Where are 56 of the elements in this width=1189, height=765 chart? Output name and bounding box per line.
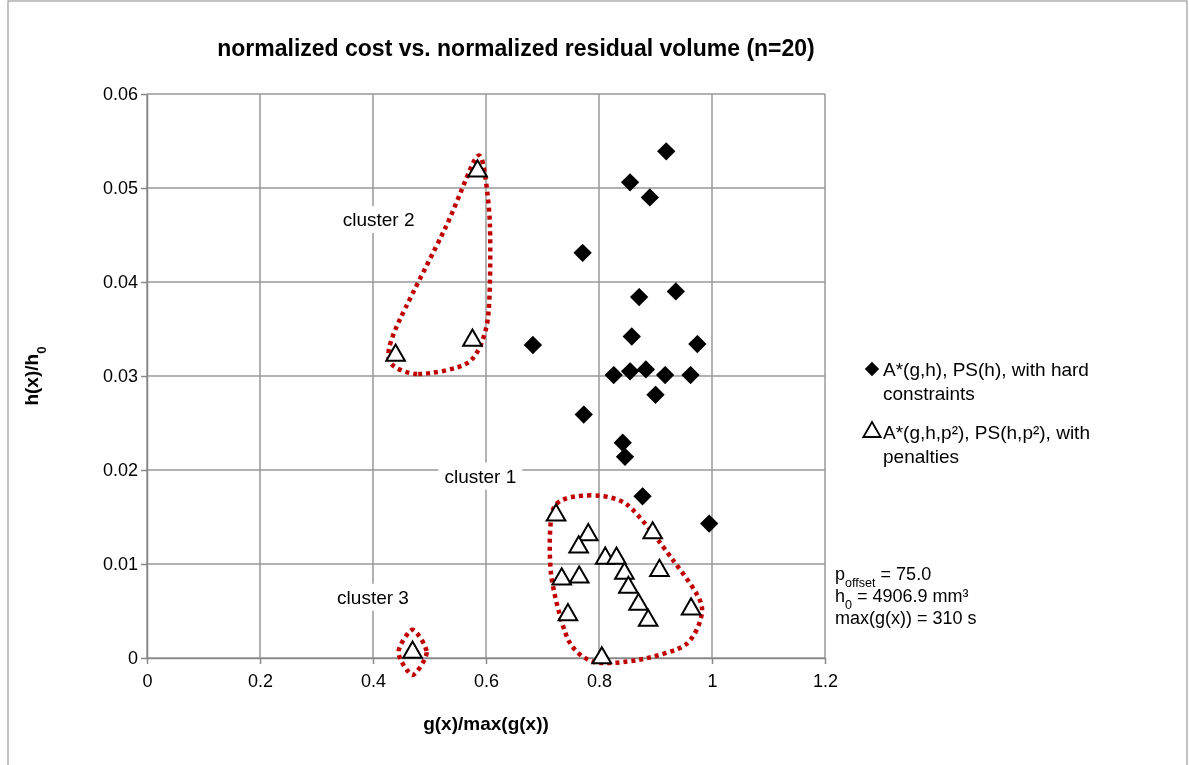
y-tick-label: 0.03 [102, 366, 138, 387]
point [637, 360, 655, 379]
point [568, 535, 589, 554]
y-tick-label: 0.05 [102, 178, 138, 199]
point [623, 327, 641, 346]
point [642, 521, 663, 540]
y-tick-label: 0.01 [102, 554, 138, 575]
legend-label: A*(g,h), PS(h), with hard constraints [883, 359, 1089, 404]
x-axis-title: g(x)/max(g(x)) [423, 713, 549, 734]
point [621, 362, 639, 381]
x-tick-label: 0.2 [247, 670, 274, 691]
point [621, 173, 639, 192]
point [577, 523, 599, 542]
point [681, 366, 700, 384]
point [613, 433, 632, 452]
legend-label: A*(g,h,p²), PS(h,p²), with penalties [883, 422, 1090, 467]
point [591, 646, 613, 665]
point [667, 282, 685, 301]
point [604, 366, 623, 384]
point [614, 561, 635, 580]
y-tick-label: 0 [127, 648, 138, 669]
x-tick-label: 1.2 [812, 670, 839, 691]
chart-title: normalized cost vs. normalized residual volume (n=20) [217, 35, 815, 61]
point [524, 336, 542, 354]
point [633, 487, 652, 506]
x-tick-label: 0.4 [360, 670, 387, 691]
point [575, 405, 593, 424]
point [657, 142, 675, 161]
point [646, 386, 665, 404]
y-tick-label: 0.06 [102, 84, 138, 105]
point [680, 597, 702, 616]
point [649, 558, 670, 577]
y-tick-label: 0.02 [102, 460, 138, 481]
point [630, 288, 648, 306]
point [637, 608, 659, 627]
point [568, 565, 590, 584]
y-tick-label: 0.04 [102, 272, 138, 293]
annotation: cluster 3 [337, 586, 409, 608]
point [557, 603, 579, 622]
point [606, 546, 627, 565]
x-tick-label: 0 [142, 670, 153, 691]
point [573, 244, 592, 262]
point [700, 514, 718, 533]
annotation: cluster 1 [444, 465, 517, 487]
point [628, 592, 649, 611]
point [616, 448, 634, 466]
point [545, 503, 567, 522]
point [641, 188, 659, 207]
annotation: cluster 2 [342, 208, 415, 230]
point [688, 335, 707, 353]
point [618, 575, 639, 594]
x-tick-label: 0.6 [473, 670, 500, 691]
point [551, 567, 573, 586]
x-tick-label: 1 [707, 670, 718, 691]
x-tick-label: 0.8 [586, 670, 613, 691]
point [656, 366, 674, 384]
